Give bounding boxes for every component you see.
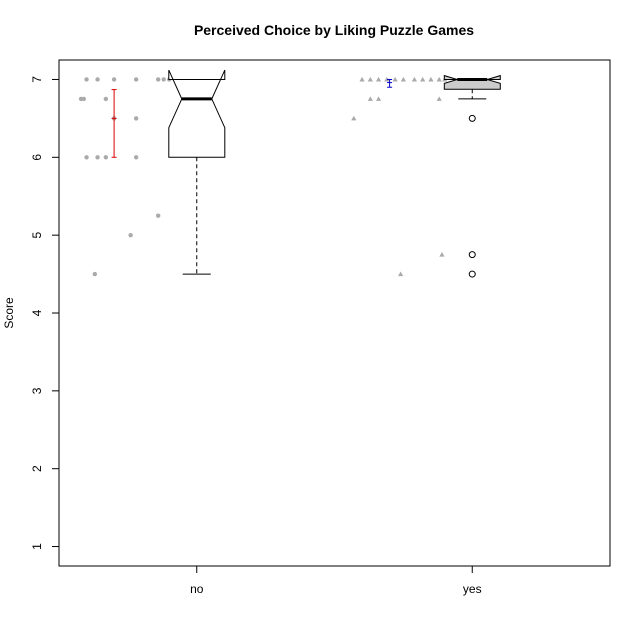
- data-point: [84, 77, 89, 82]
- data-point: [133, 155, 139, 160]
- outlier-point: [468, 251, 476, 259]
- outlier-point: [468, 270, 476, 278]
- outlier-point: [468, 114, 476, 122]
- data-point: [111, 77, 117, 82]
- data-point: [392, 76, 398, 82]
- data-point: [436, 96, 442, 101]
- data-point: [439, 252, 445, 257]
- y-tick-label: 7: [30, 76, 44, 83]
- chart-title: Perceived Choice by Liking Puzzle Games: [194, 22, 474, 38]
- data-point: [436, 76, 442, 82]
- y-tick-label: 2: [30, 465, 44, 472]
- data-point: [128, 232, 133, 238]
- data-point: [351, 115, 357, 121]
- data-point: [103, 96, 109, 102]
- x-tick-label: yes: [463, 582, 482, 596]
- data-point: [367, 96, 373, 101]
- y-tick-label: 4: [30, 309, 44, 316]
- data-point: [133, 116, 139, 121]
- data-point: [375, 96, 382, 101]
- data-point: [103, 155, 109, 160]
- data-point: [161, 77, 166, 82]
- data-point: [384, 76, 390, 82]
- y-tick-label: 6: [30, 154, 44, 161]
- data-point: [398, 271, 404, 277]
- data-point: [95, 155, 100, 160]
- data-point: [428, 76, 434, 82]
- y-tick-label: 1: [30, 543, 44, 550]
- data-point: [411, 76, 417, 82]
- y-tick-label: 5: [30, 231, 44, 238]
- data-point: [400, 76, 406, 82]
- data-point: [84, 155, 89, 160]
- y-tick-label: 3: [30, 387, 44, 394]
- data-point: [155, 77, 161, 82]
- data-point: [133, 77, 139, 82]
- data-point: [95, 77, 100, 82]
- plot-frame: [58, 59, 611, 567]
- data-point: [92, 271, 98, 277]
- data-point: [81, 96, 86, 102]
- box: [443, 74, 501, 90]
- data-point: [367, 76, 373, 82]
- data-point: [420, 76, 426, 82]
- x-tick-label: no: [190, 582, 204, 596]
- data-point: [375, 76, 382, 82]
- data-point: [359, 76, 365, 82]
- box: [168, 69, 226, 158]
- y-axis-title: Score: [2, 297, 16, 329]
- data-point: [155, 213, 161, 218]
